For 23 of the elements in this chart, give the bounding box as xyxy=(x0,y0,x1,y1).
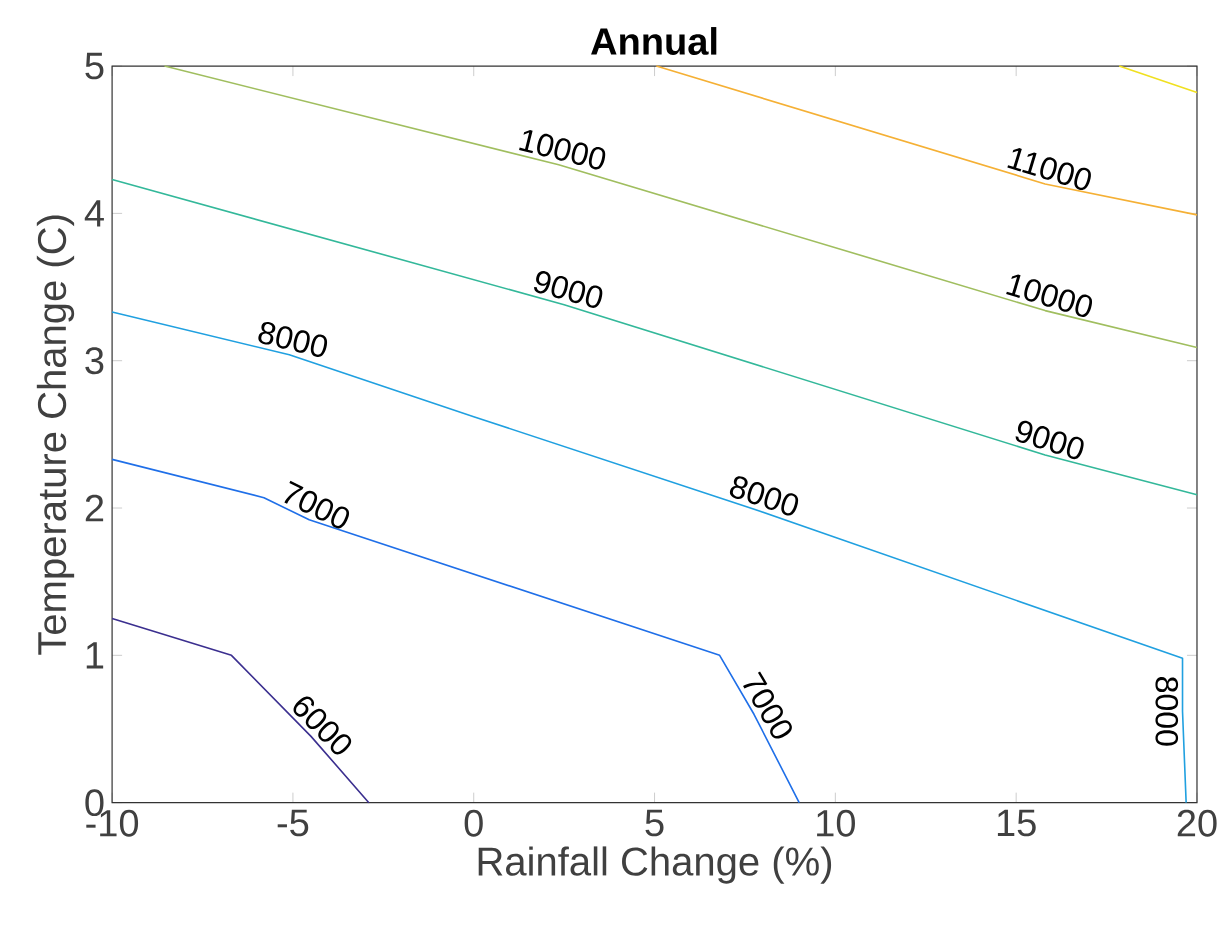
x-axis-title: Rainfall Change (%) xyxy=(478,846,832,884)
annotation: 10000 xyxy=(519,130,606,170)
annotation: 7000 xyxy=(284,480,350,529)
annotation: 9000 xyxy=(534,271,603,309)
y-axis-title: Temperature Change (C) xyxy=(36,215,75,655)
annotation: 8000 xyxy=(1155,677,1179,746)
annotation: 8000 xyxy=(729,476,799,516)
chart-title: Annual xyxy=(591,27,717,56)
x-tick-label: 5 xyxy=(645,809,664,837)
x-tick-label: 15 xyxy=(997,809,1036,837)
x-tick-label: 20 xyxy=(1177,809,1217,837)
y-tick-label: 1 xyxy=(86,642,104,669)
x-tick-label: 0 xyxy=(464,809,483,837)
annotation: 11000 xyxy=(1007,148,1091,191)
y-tick-label: 4 xyxy=(84,200,104,227)
x-tick-label: -5 xyxy=(277,809,309,837)
annotation: 9000 xyxy=(1015,420,1084,460)
annotation: 8000 xyxy=(258,322,328,358)
annotation: 10000 xyxy=(1006,274,1093,318)
y-tick-label: 3 xyxy=(85,347,104,375)
y-tick-label: 2 xyxy=(85,494,104,522)
x-tick-label: 10 xyxy=(817,809,855,837)
y-tick-label: 5 xyxy=(85,52,104,80)
